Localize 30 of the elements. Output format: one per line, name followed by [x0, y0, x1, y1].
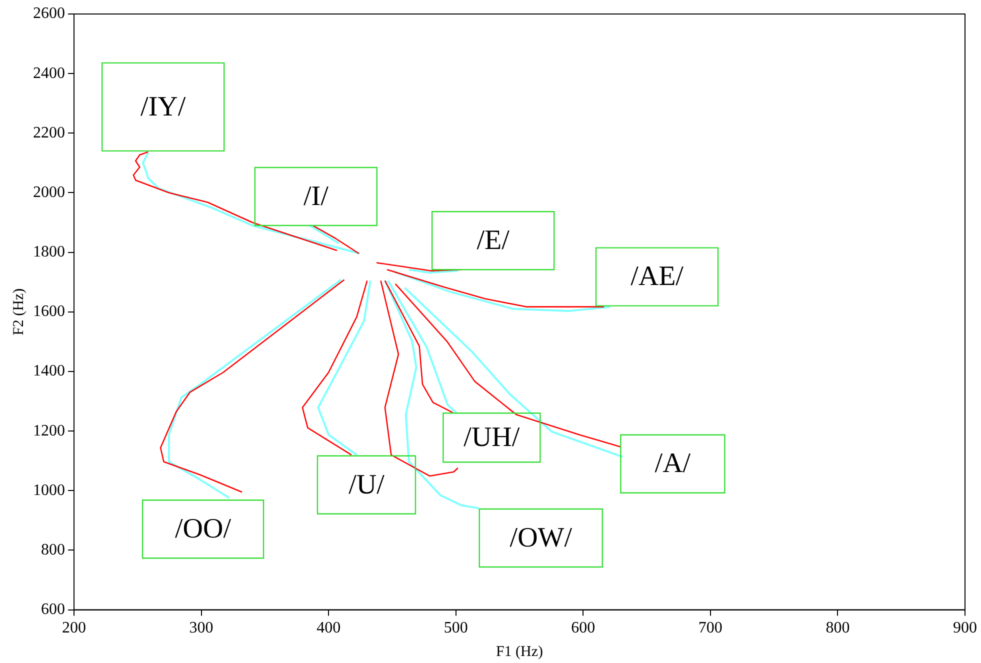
y-tick-label: 1600	[33, 303, 65, 320]
x-tick-label: 200	[62, 620, 86, 637]
x-tick-label: 400	[316, 620, 341, 637]
x-tick-label: 900	[953, 620, 977, 637]
x-axis-title: F1 (Hz)	[496, 644, 544, 660]
x-tick-label: 600	[571, 620, 596, 637]
y-tick-label: 2200	[33, 124, 65, 142]
y-tick-label: 1400	[33, 362, 65, 380]
series-label: /I/	[303, 180, 329, 212]
series-label: /IY/	[140, 91, 186, 122]
series-label: /U/	[348, 469, 385, 500]
x-tick-label: 700	[698, 620, 722, 637]
series-label: /AE/	[630, 261, 684, 292]
series-label: /E/	[476, 224, 510, 256]
y-tick-label: 2400	[33, 64, 65, 82]
y-tick-label: 600	[41, 601, 65, 618]
x-tick-label: 800	[826, 620, 850, 637]
y-tick-label: 1000	[33, 482, 65, 499]
x-tick-label: 500	[444, 620, 468, 637]
series-label: /UH/	[464, 422, 520, 453]
y-tick-label: 1800	[33, 244, 65, 261]
series-label: /OO/	[175, 513, 232, 544]
y-tick-label: 1200	[33, 422, 65, 440]
series-label: /A/	[654, 448, 691, 480]
x-tick-label: 300	[189, 620, 214, 637]
y-axis-title: F2 (Hz)	[10, 288, 27, 336]
y-tick-label: 800	[41, 541, 65, 558]
y-tick-label: 2600	[33, 5, 65, 22]
y-tick-label: 2000	[33, 184, 65, 201]
text: /OW/	[510, 522, 572, 554]
